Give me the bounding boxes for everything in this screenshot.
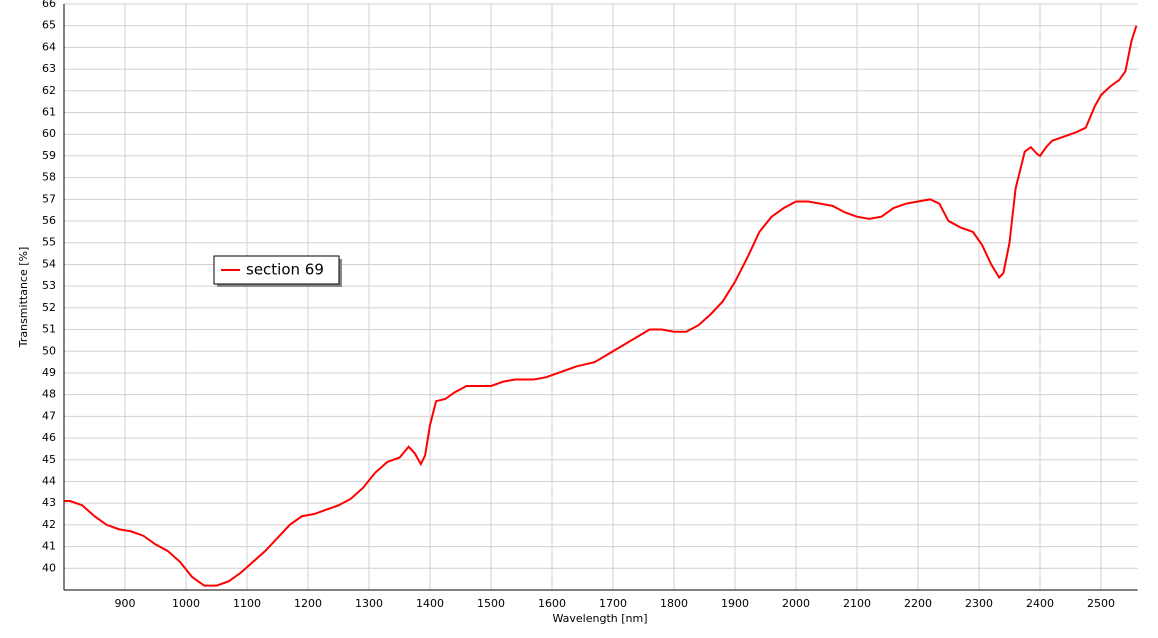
y-tick-label: 51 [42, 323, 56, 336]
y-tick-label: 62 [42, 84, 56, 97]
y-tick-label: 46 [42, 431, 56, 444]
x-tick-label: 2000 [782, 597, 810, 610]
y-tick-label: 58 [42, 171, 56, 184]
y-tick-label: 41 [42, 540, 56, 553]
y-tick-label: 43 [42, 496, 56, 509]
x-tick-label: 1200 [294, 597, 322, 610]
x-tick-label: 1600 [538, 597, 566, 610]
x-tick-label: 1500 [477, 597, 505, 610]
y-tick-label: 55 [42, 236, 56, 249]
x-tick-label: 1900 [721, 597, 749, 610]
x-tick-label: 2500 [1087, 597, 1115, 610]
line-series [64, 25, 1138, 587]
y-tick-label: 47 [42, 409, 56, 422]
x-tick-label: 2400 [1026, 597, 1054, 610]
y-tick-label: 65 [42, 19, 56, 32]
y-tick-label: 40 [42, 561, 56, 574]
y-tick-label: 57 [42, 192, 56, 205]
y-tick-label: 63 [42, 62, 56, 75]
y-tick-label: 52 [42, 301, 56, 314]
x-tick-label: 900 [115, 597, 136, 610]
x-tick-label: 2300 [965, 597, 993, 610]
x-tick-label: 1400 [416, 597, 444, 610]
x-tick-label: 1800 [660, 597, 688, 610]
y-tick-label: 42 [42, 518, 56, 531]
x-tick-label: 2200 [904, 597, 932, 610]
x-axis-label: Wavelength [nm] [552, 612, 647, 625]
y-tick-label: 48 [42, 388, 56, 401]
x-tick-label: 1000 [172, 597, 200, 610]
x-tick-label: 1300 [355, 597, 383, 610]
x-tick-label: 1700 [599, 597, 627, 610]
y-tick-label: 49 [42, 366, 56, 379]
y-tick-label: 54 [42, 257, 56, 270]
y-tick-label: 50 [42, 344, 56, 357]
y-tick-label: 61 [42, 106, 56, 119]
x-tick-label: 2100 [843, 597, 871, 610]
y-tick-label: 60 [42, 127, 56, 140]
y-tick-label: 44 [42, 474, 56, 487]
x-tick-label: 1100 [233, 597, 261, 610]
y-tick-label: 64 [42, 40, 56, 53]
y-tick-label: 45 [42, 453, 56, 466]
y-tick-label: 53 [42, 279, 56, 292]
y-tick-label: 66 [42, 0, 56, 10]
y-tick-label: 56 [42, 214, 56, 227]
y-tick-label: 59 [42, 149, 56, 162]
legend-label: section 69 [246, 261, 324, 279]
y-axis-label: Transmittance [%] [17, 247, 30, 349]
